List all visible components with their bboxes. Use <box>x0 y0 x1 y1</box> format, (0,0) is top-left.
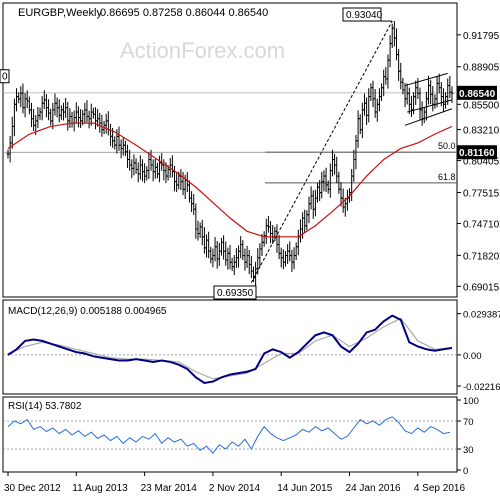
price-axis-label: 0.69015 <box>463 282 500 293</box>
rsi-axis-label: 70 <box>463 417 474 428</box>
high-label: 0.93040 <box>346 10 383 21</box>
price-series-layer: 0.91795 0.88905 0.85500 0.83210 0.80405 0.775… <box>0 7 500 300</box>
left-marker-label: 0 <box>2 72 8 83</box>
price-axis-label: 0.91795 <box>463 31 500 42</box>
rsi-title: RSI(14) 53.7802 <box>8 401 82 412</box>
low-label: 0.69350 <box>217 288 254 299</box>
current-price-tag <box>457 85 497 100</box>
ohlc-values: 0.86695 0.87258 0.86044 0.86540 <box>100 7 268 19</box>
rsi-axis-label: 0 <box>463 466 468 477</box>
high-label-box <box>342 7 382 22</box>
price-axis-label: 0.71820 <box>463 251 500 262</box>
time-axis-label: 4 Sep 2016 <box>414 483 466 494</box>
time-axis-label: 11 Aug 2013 <box>72 483 128 494</box>
macd-panel-frame <box>2 299 458 395</box>
rsi-axis-label: 30 <box>463 445 474 456</box>
triangle-upper-line <box>404 72 448 87</box>
triangle-lower-line <box>407 99 453 113</box>
left-marker-box <box>0 69 10 84</box>
fib-618-label: 61.8 <box>438 172 456 182</box>
time-axis-label: 23 Mar 2014 <box>141 483 198 494</box>
rsi-series-layer: 100 70 30 0 <box>3 396 479 477</box>
macd-axis-label: 0.029387 <box>463 310 500 321</box>
time-axis-label: 24 Jan 2016 <box>346 483 401 494</box>
support-level-tag <box>457 145 497 160</box>
support-level-tag-label: 0.81160 <box>459 148 495 159</box>
macd-title: MACD(12,26,9) 0.005188 0.004965 <box>8 306 167 317</box>
low-label-box <box>213 285 257 300</box>
current-price-tag-label: 0.86540 <box>459 89 496 100</box>
time-axis-label: 30 Dec 2012 <box>4 483 61 494</box>
rsi-line <box>7 416 450 454</box>
time-axis-label: 14 Jun 2015 <box>277 483 332 494</box>
price-axis-label: 0.80405 <box>463 157 500 168</box>
price-axis-label: 0.83210 <box>463 126 500 137</box>
price-axis-label: 0.85500 <box>463 100 500 111</box>
time-axis: 30 Dec 2012 11 Aug 2013 23 Mar 2014 2 Nov 2… <box>4 472 465 494</box>
rsi-axis-label: 100 <box>463 396 479 407</box>
moving-average-line <box>7 122 453 238</box>
trendline-dashed <box>250 20 393 283</box>
watermark: ActionForex.com <box>120 38 285 63</box>
macd-axis-label: 0.00 <box>463 351 482 362</box>
macd-series-layer: 0.029387 0.00 -0.022161 <box>3 310 500 393</box>
price-axis-label: 0.88905 <box>463 63 500 74</box>
macd-axis-label: -0.022161 <box>463 382 500 393</box>
fib-50-label: 50.0 <box>438 141 456 151</box>
rsi-panel-frame <box>2 396 458 473</box>
wedge-lower-line <box>404 108 453 126</box>
time-axis-label: 2 Nov 2014 <box>209 483 261 494</box>
price-title: EURGBP,Weekly <box>18 7 102 19</box>
macd-signal-line <box>7 317 453 380</box>
price-axis-label: 0.77515 <box>463 188 500 199</box>
price-axis-label: 0.74710 <box>463 219 500 230</box>
macd-line <box>7 314 453 385</box>
